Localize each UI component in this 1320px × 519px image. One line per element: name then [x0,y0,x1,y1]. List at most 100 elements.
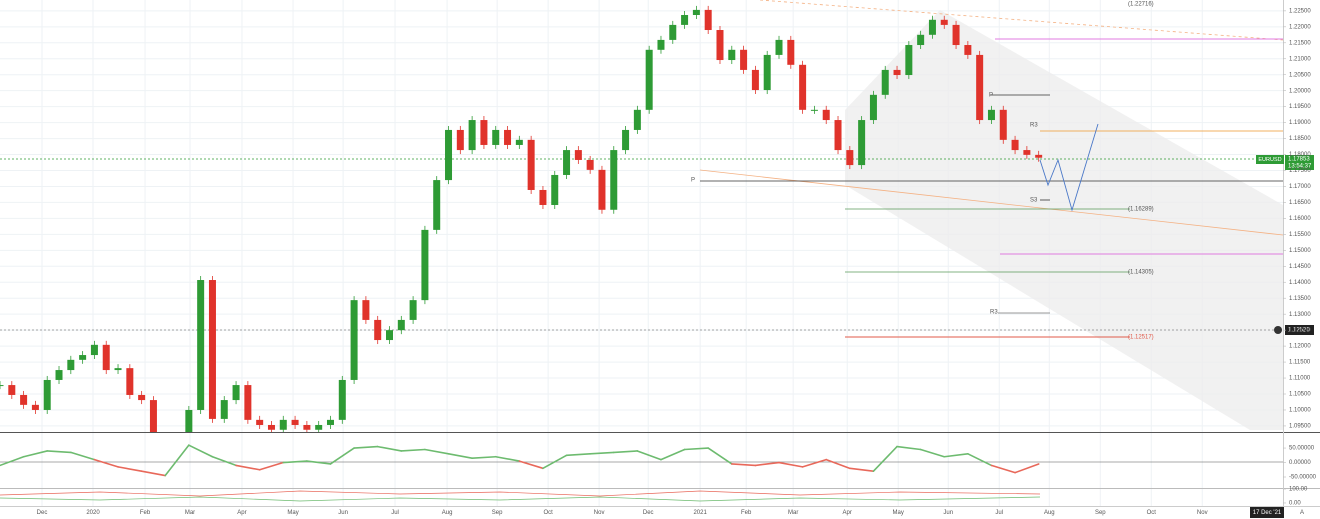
oscillator-segment [329,447,355,465]
fib-line [759,0,1284,41]
oscillator-segment [211,455,237,467]
candle [716,30,724,61]
y-tick-label: 1.16000 [1289,216,1311,222]
oscillator-segment [376,445,403,452]
x-tick-label: Apr [843,510,852,516]
candle [917,34,925,46]
candle [162,442,169,452]
candle [704,9,712,31]
candle [433,180,441,230]
oscillator-segment [93,458,119,468]
oscillator-segment [707,447,733,465]
candle [409,300,417,320]
crosshair-button[interactable] [1274,326,1282,334]
oscillator-segment [683,447,709,451]
candle [90,344,98,356]
candle [822,109,830,121]
level-label: (1.14305) [1128,270,1154,276]
candle [279,419,287,430]
pivot-label: R3 [1030,123,1038,129]
candle [858,120,866,166]
candle [338,379,346,420]
y-tick-label: 1.12500 [1289,328,1311,334]
y-tick-label: 1.10500 [1289,392,1311,398]
x-tick-label: Feb [741,510,752,516]
candle [397,319,405,331]
projection [1039,123,1099,212]
candle [256,419,264,425]
candle [185,409,193,432]
x-tick-label: Dec [37,510,48,516]
oscillator-segment [542,454,568,470]
auto-scale-button[interactable]: A [1300,510,1304,516]
oscillator-segment [447,453,473,459]
y-tick-label: 1.14000 [1289,280,1311,286]
candle [598,169,606,210]
oscillator-segment [943,453,969,458]
candle [976,54,984,121]
level-label: (1.22716) [1128,2,1154,8]
candle [8,385,16,395]
x-tick-label: Jun [338,510,348,516]
y-tick-label: 1.10000 [1289,408,1311,414]
y-tick-label: 1.22000 [1289,24,1311,30]
oscillator-segment [353,445,379,449]
pivot-label: S3 [1030,198,1038,204]
oscillator-segment [872,445,898,473]
pivot-label: R3 [990,310,998,316]
candle [220,400,228,419]
candle [905,45,913,76]
candle [1035,154,1043,158]
x-tick-label: Sep [1095,510,1106,516]
trend-channel [845,10,1283,430]
candle [846,150,854,166]
candle [244,385,252,420]
candle [622,129,630,151]
y-tick-label: 1.20500 [1289,72,1311,78]
oscillator-segment [967,453,993,467]
oscillator-segment [140,470,167,477]
candle [574,150,582,160]
level-label: (1.16289) [1128,207,1154,213]
y-tick-label: 1.18500 [1289,136,1311,142]
x-tick-label: Oct [543,510,553,516]
pivot-label: P [989,93,993,99]
oscillator-segment [896,445,922,451]
candle [775,39,783,55]
candle [480,120,488,145]
oscillator-segment [46,450,72,454]
price-tag [1285,155,1314,170]
candle [515,139,523,145]
y-tick-label: 1.17500 [1289,168,1311,174]
candle [1011,139,1019,151]
x-tick-label: Nov [1197,510,1208,516]
oscillator-segment [258,461,285,471]
candle [952,24,960,46]
oscillator-segment [70,451,96,461]
candle [869,94,877,121]
candle [326,419,334,425]
candle [492,129,500,145]
oscillator-segment [188,444,214,458]
candle [456,129,464,151]
oscillator-segment [919,448,946,458]
x-tick-label: May [287,510,298,516]
candle [610,150,618,210]
y-tick-label: 1.15500 [1289,232,1311,238]
oscillator-segment [282,460,308,464]
candle [374,319,382,341]
candle [893,69,901,76]
oscillator-segment [636,450,662,461]
oscillator-segment [849,467,875,473]
y-tick-label: 1.14500 [1289,264,1311,270]
candle [0,385,4,387]
x-tick-label: Oct [1147,510,1157,516]
oscillator-segment [990,464,1016,474]
y-tick-label: -50.00000 [1289,475,1317,481]
x-tick-label: Sep [492,510,503,516]
candle [468,120,476,151]
crosshair-price: 1.12520 [1288,328,1310,334]
candle [751,69,759,91]
indicator-line [0,496,1041,502]
